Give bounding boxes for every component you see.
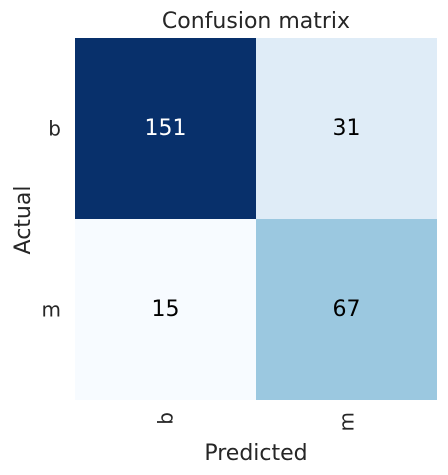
cell-value-label-0-1: 31 xyxy=(333,116,361,141)
y-tick-label-1: m xyxy=(42,298,61,322)
y-tick-label-0: b xyxy=(48,117,61,141)
chart-title: Confusion matrix xyxy=(162,9,350,34)
cell-value-label-1-1: 67 xyxy=(333,297,361,322)
heatmap-cell-1-1 xyxy=(256,219,437,400)
heatmap-cell-0-0 xyxy=(75,38,256,219)
x-tick-label-0: b xyxy=(154,412,178,425)
y-axis-label: Actual xyxy=(11,186,36,255)
heatmap-cell-1-0 xyxy=(75,219,256,400)
heatmap-cell-0-1 xyxy=(256,38,437,219)
x-tick-label-1: m xyxy=(335,412,359,431)
heatmap-cells: 151 31 15 67 xyxy=(75,38,437,400)
x-axis-label: Predicted xyxy=(204,441,307,466)
cell-value-label-0-0: 151 xyxy=(145,116,187,141)
y-tick-labels: bm xyxy=(42,117,61,322)
cell-value-label-1-0: 15 xyxy=(152,297,180,322)
